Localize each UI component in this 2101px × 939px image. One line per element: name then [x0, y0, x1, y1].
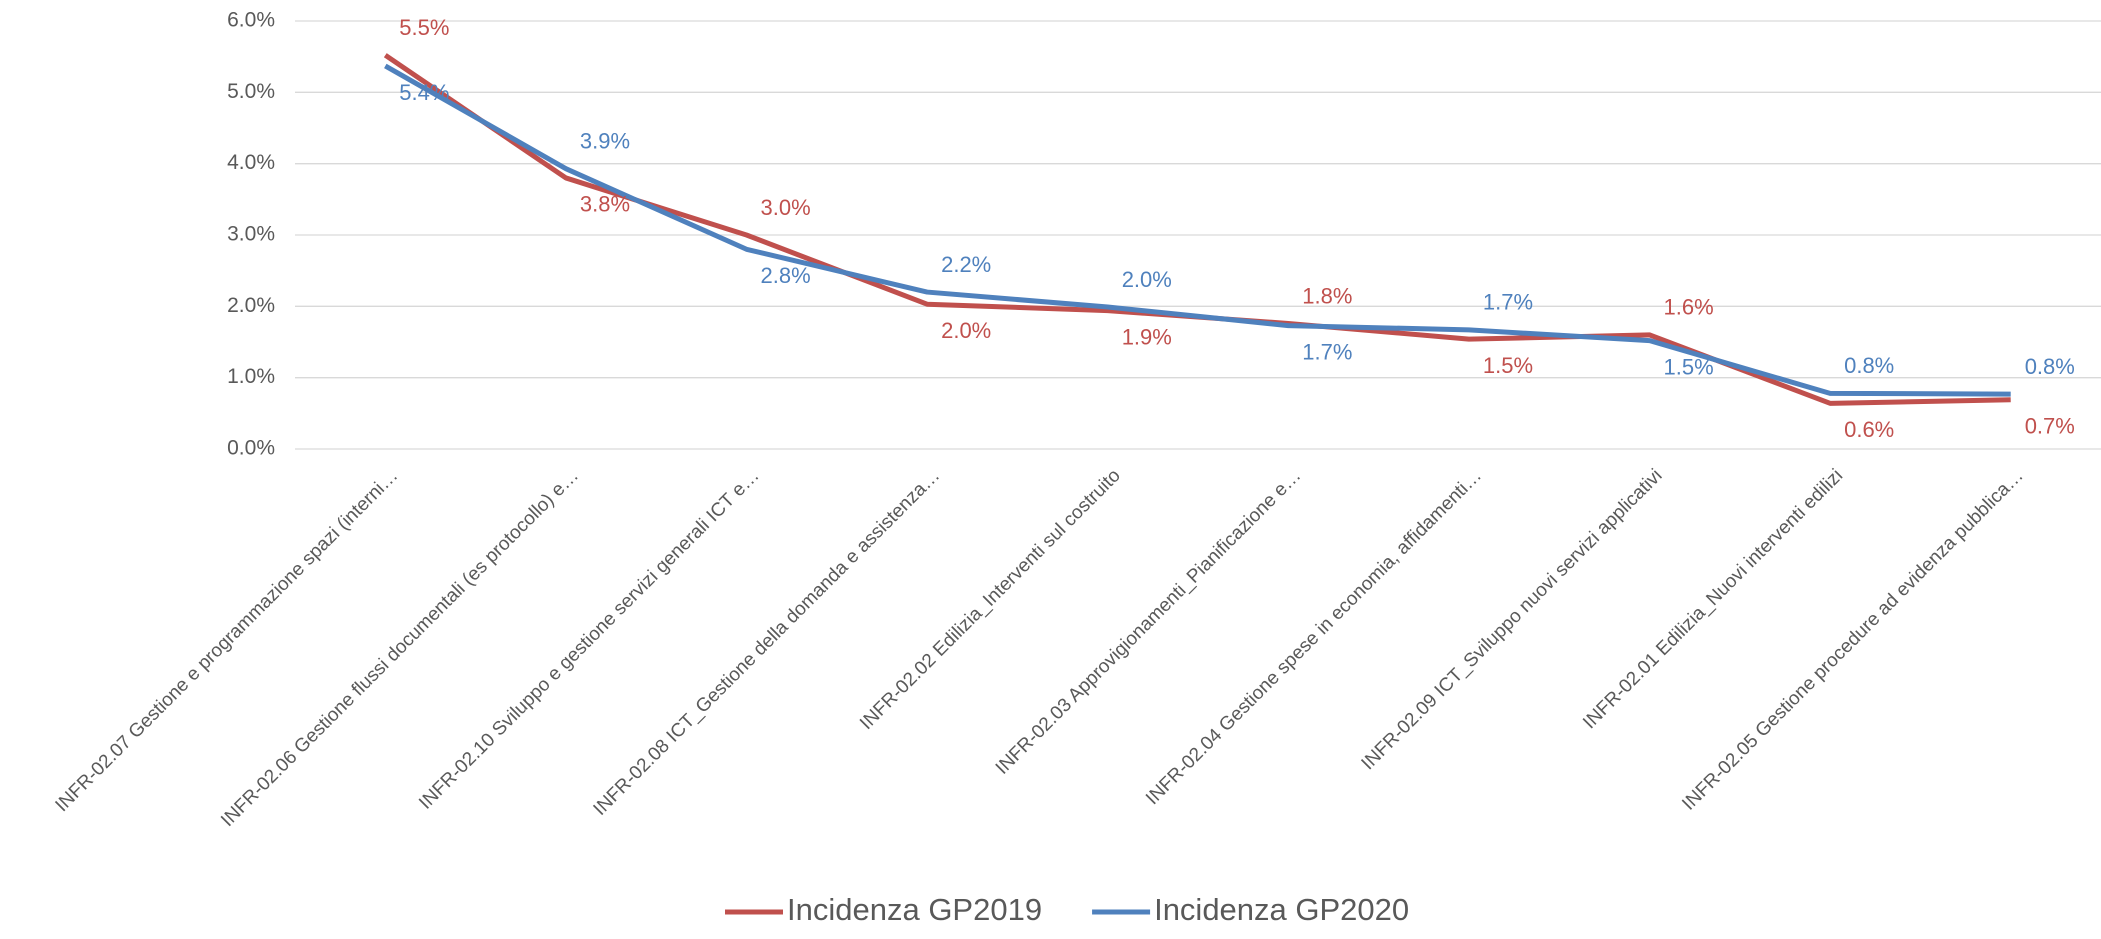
data-label: 0.7% — [2025, 414, 2075, 439]
y-tick-label: 3.0% — [227, 223, 275, 246]
data-label: 2.0% — [941, 318, 991, 343]
data-label: 2.8% — [761, 263, 811, 288]
y-tick-label: 2.0% — [227, 294, 275, 317]
data-label: 5.5% — [399, 15, 449, 40]
data-label: 1.6% — [1664, 295, 1714, 320]
series-line — [383, 53, 2011, 406]
x-tick-label: INFR-02.07 Gestione e programmazione spa… — [52, 465, 403, 816]
data-label: 3.0% — [761, 195, 811, 220]
x-tick-label: INFR-02.09 ICT_Sviluppo nuovi servizi ap… — [1358, 465, 1667, 774]
x-tick-label: INFR-02.03 Approvigionamenti_Pianificazi… — [992, 465, 1306, 779]
y-tick-label: 6.0% — [227, 9, 275, 32]
y-tick-label: 1.0% — [227, 365, 275, 388]
data-label: 3.9% — [580, 128, 630, 153]
y-tick-label: 5.0% — [227, 80, 275, 103]
data-label: 3.8% — [580, 192, 630, 217]
data-label: 5.4% — [399, 80, 449, 105]
data-label: 0.8% — [2025, 354, 2075, 379]
data-label: 0.6% — [1844, 417, 1894, 442]
x-tick-label: INFR-02.06 Gestione flussi documentali (… — [217, 465, 583, 831]
data-label: 2.2% — [941, 252, 991, 277]
series-line — [384, 63, 2011, 397]
data-label: 0.8% — [1844, 353, 1894, 378]
data-label: 2.0% — [1122, 267, 1172, 292]
x-tick-label: INFR-02.04 Gestione spese in economia, a… — [1142, 465, 1486, 809]
data-label: 1.8% — [1302, 283, 1352, 308]
data-label: 1.5% — [1664, 354, 1714, 379]
data-label: 1.9% — [1122, 324, 1172, 349]
data-label: 1.7% — [1483, 290, 1533, 315]
x-tick-label: INFR-02.08 ICT_Gestione della domanda e … — [590, 465, 945, 820]
x-tick-label: INFR-02.05 Gestione procedure ad evidenz… — [1678, 465, 2027, 814]
data-label: 1.7% — [1302, 339, 1352, 364]
data-label: 1.5% — [1483, 353, 1533, 378]
x-tick-label: INFR-02.10 Sviluppo e gestione servizi g… — [415, 465, 763, 813]
y-tick-label: 4.0% — [227, 151, 275, 174]
legend-label: Incidenza GP2019 — [787, 892, 1042, 927]
y-tick-label: 0.0% — [227, 437, 275, 460]
legend-label: Incidenza GP2020 — [1154, 892, 1409, 927]
